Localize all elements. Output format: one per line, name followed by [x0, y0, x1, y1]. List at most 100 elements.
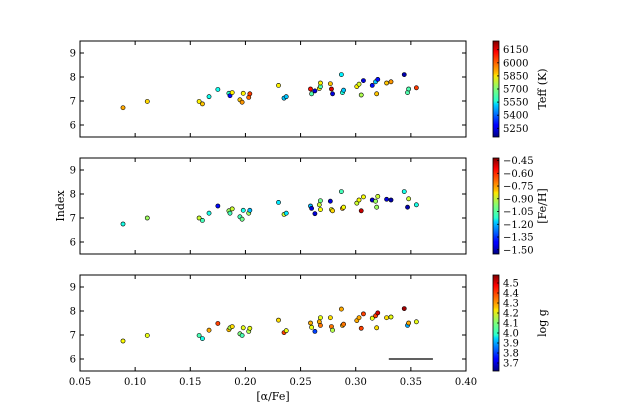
scatter-point: [276, 317, 281, 323]
x-tick-label: 0.40: [455, 377, 477, 388]
scatter-point: [247, 91, 253, 97]
colorbar-tick-label: 6000: [503, 58, 528, 69]
scatter-point: [196, 333, 202, 338]
scatter-point: [361, 194, 366, 200]
colorbar-tick-label: −1.35: [503, 233, 534, 244]
colorbar-tick-label: −0.90: [503, 194, 534, 205]
colorbar-tick-label: 5250: [503, 124, 528, 135]
scatter-point: [327, 315, 333, 321]
axes-frame-2: [79, 157, 467, 255]
axes-frame-1: [79, 40, 467, 138]
y-tick-label: 8: [70, 307, 76, 318]
scatter-point: [312, 328, 318, 334]
scatter-point: [401, 306, 407, 311]
scatter-point: [406, 320, 412, 326]
scatter-point: [318, 315, 323, 321]
scatter-point: [309, 91, 314, 97]
colorbar-tick-label: 5850: [503, 71, 528, 82]
scatter-point: [374, 91, 380, 97]
scatter-point: [356, 197, 362, 203]
scatter-point: [330, 327, 335, 333]
scatter-point: [276, 83, 281, 88]
scatter-point: [247, 325, 253, 331]
y-tick-label: 6: [70, 121, 76, 132]
scatter-point: [120, 338, 126, 344]
scatter-point: [312, 211, 318, 217]
scatter-point: [120, 105, 126, 111]
scatter-point: [361, 78, 366, 83]
scatter-point: [206, 327, 212, 333]
scatter-point: [283, 210, 289, 216]
scatter-point: [413, 202, 419, 208]
scatter-point: [413, 319, 419, 325]
scatter-point: [356, 81, 362, 87]
scatter-point: [196, 99, 202, 104]
scatter-point: [361, 311, 366, 317]
colorbar-tick-label: 4.4: [503, 289, 519, 300]
scatter-point: [120, 221, 126, 227]
colorbar-tick-label: 3.7: [503, 359, 519, 370]
scatter-point: [338, 306, 344, 312]
scatter-point: [144, 333, 150, 338]
scatter-point: [318, 80, 323, 86]
colorbar-tick-label: 4.5: [503, 279, 519, 290]
scatter-point: [384, 315, 389, 321]
y-tick-label: 7: [70, 97, 76, 108]
scatter-point: [330, 208, 335, 214]
scatter-point: [318, 198, 323, 204]
scatter-point: [239, 99, 245, 105]
scatter-point: [308, 320, 313, 326]
colorbar-tick-label: 4.1: [503, 319, 519, 330]
scatter-point: [388, 197, 394, 203]
x-tick-label: 0.25: [289, 377, 311, 388]
scatter-point: [358, 325, 364, 331]
y-tick-label: 7: [70, 331, 76, 342]
y-tick-label: 7: [70, 214, 76, 225]
scatter-point: [327, 81, 333, 87]
scatter-point: [373, 198, 378, 204]
colorbar-tick-label: 4.0: [503, 329, 519, 340]
colorbar-tick-label: 6150: [503, 45, 528, 56]
scatter-point: [240, 207, 246, 213]
scatter-point: [374, 204, 380, 210]
y-tick-label: 6: [70, 238, 76, 249]
scatter-point: [375, 310, 381, 316]
scatter-point: [215, 321, 221, 326]
scatter-point: [309, 324, 314, 330]
colorbar-tick-label: 5400: [503, 111, 528, 122]
scatter-point: [388, 314, 394, 320]
scatter-point: [316, 202, 322, 208]
colorbar-label: Teff (K): [536, 68, 549, 109]
scatter-point: [374, 325, 380, 331]
scatter-point: [215, 203, 221, 209]
scatter-point: [406, 196, 412, 202]
scatter-point: [196, 215, 202, 221]
scatter-point: [401, 189, 407, 194]
scatter-point: [240, 325, 246, 331]
scatter-point: [283, 328, 289, 334]
scatter-point: [369, 83, 375, 88]
scatter-point: [247, 207, 253, 213]
scatter-point: [309, 205, 314, 211]
scatter-point: [327, 198, 333, 204]
scatter-point: [227, 210, 233, 216]
scatter-point: [229, 90, 235, 95]
scatter-point: [308, 86, 313, 92]
scatter-point: [239, 333, 245, 338]
scatter-point: [144, 99, 150, 104]
scatter-point: [406, 86, 412, 92]
x-tick-label: 0.35: [400, 377, 422, 388]
scatter-point: [200, 336, 205, 341]
scatter-point: [283, 94, 289, 100]
scatter-point: [318, 207, 323, 212]
x-axis-label: [α/Fe]: [256, 390, 289, 403]
scatter-point: [229, 324, 235, 329]
scatter-point: [384, 196, 389, 202]
scatter-point: [239, 216, 245, 222]
scatter-point: [240, 90, 246, 96]
scatter-point: [369, 315, 375, 321]
colorbar-tick-label: 3.9: [503, 339, 519, 350]
scatter-point: [276, 199, 281, 205]
scatter-point: [384, 80, 389, 86]
colorbar-tick-label: −1.05: [503, 207, 534, 218]
